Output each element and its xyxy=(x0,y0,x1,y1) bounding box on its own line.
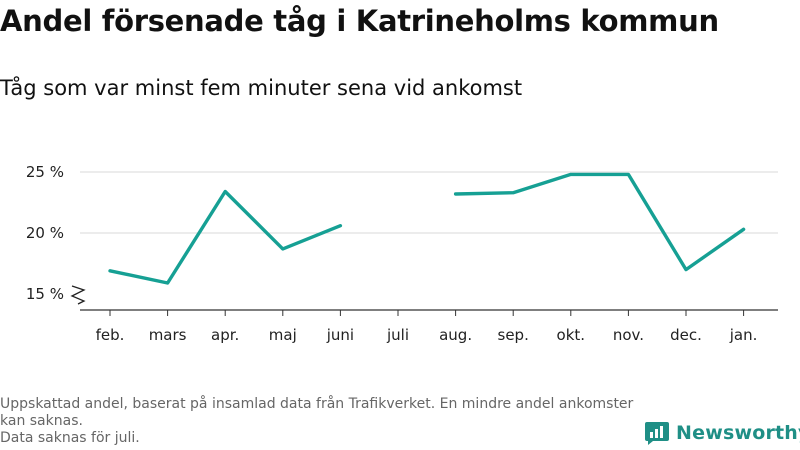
axis-break-mark xyxy=(70,285,86,305)
y-tick-label: 25 % xyxy=(26,163,64,181)
series-lines xyxy=(108,172,746,285)
x-tick-label: dec. xyxy=(670,326,702,344)
footer-note: Uppskattad andel, baserat på insamlad da… xyxy=(0,396,640,447)
x-tick-label: jan. xyxy=(729,326,758,344)
x-tick-label: feb. xyxy=(96,326,125,344)
line-chart: 15 % 20 % 25 % feb. mars apr. maj juni juli aug.… xyxy=(26,163,778,344)
y-tick-label: 15 % xyxy=(26,285,64,303)
x-tick-label: aug. xyxy=(439,326,472,344)
x-tick-label: mars xyxy=(149,326,187,344)
y-axis-ticks: 15 % 20 % 25 % xyxy=(26,163,86,305)
brand-logo: Newsworthy xyxy=(644,420,800,446)
y-tick-label: 20 % xyxy=(26,224,64,242)
x-tick-label: nov. xyxy=(613,326,644,344)
x-tick-label: okt. xyxy=(557,326,586,344)
x-axis-ticks: feb. mars apr. maj juni juli aug. sep. okt. nov. d… xyxy=(96,310,758,344)
brand-name: Newsworthy xyxy=(676,422,800,444)
series-line xyxy=(453,172,746,272)
x-tick-label: sep. xyxy=(498,326,529,344)
gridlines xyxy=(80,171,778,234)
x-tick-label: maj xyxy=(269,326,297,344)
bar-chart-speech-bubble-icon xyxy=(645,422,669,445)
chart-subtitle: Tåg som var minst fem minuter sena vid a… xyxy=(0,76,523,100)
footer-note-line-2: Data saknas för juli. xyxy=(0,430,140,446)
x-tick-label: juli xyxy=(386,326,409,344)
chart-title: Andel försenade tåg i Katrineholms kommu… xyxy=(0,4,719,38)
series-line xyxy=(108,189,343,285)
footer-note-line-1: Uppskattad andel, baserat på insamlad da… xyxy=(0,396,634,429)
x-tick-label: juni xyxy=(326,326,354,344)
x-tick-label: apr. xyxy=(211,326,239,344)
